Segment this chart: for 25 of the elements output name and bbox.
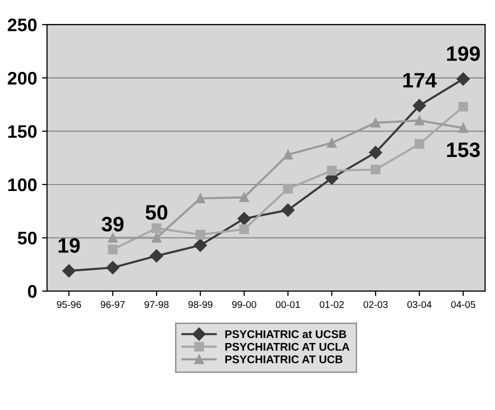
data-label: 50 xyxy=(146,205,168,220)
x-tick-label: 03-04 xyxy=(407,301,432,308)
x-tick-label: 01-02 xyxy=(320,301,344,308)
x-tick-label: 98-99 xyxy=(188,301,212,308)
y-tick-label: 50 xyxy=(18,232,37,245)
y-tick-label: 100 xyxy=(8,178,37,192)
y-tick-label: 200 xyxy=(8,72,37,85)
x-tick-label: 04-05 xyxy=(451,301,476,308)
x-tick-label: 95-96 xyxy=(56,301,81,308)
x-tick-label: 97-98 xyxy=(144,301,169,308)
x-tick-label: 99-00 xyxy=(232,301,256,308)
legend-label: PSYCHIATRIC at UCSB xyxy=(225,330,346,338)
x-tick-label: 96-97 xyxy=(100,301,125,308)
data-label: 153 xyxy=(447,142,480,158)
data-label: 19 xyxy=(58,238,80,253)
data-label: 199 xyxy=(447,46,480,61)
x-tick-label: 02-03 xyxy=(364,301,388,308)
y-tick-label: 0 xyxy=(28,285,37,298)
data-label: 174 xyxy=(403,73,437,88)
y-tick-label: 150 xyxy=(8,125,37,138)
legend-label: PSYCHIATRIC AT UCB xyxy=(225,355,342,364)
x-tick-label: 00-01 xyxy=(276,301,300,308)
data-label: 39 xyxy=(102,216,124,232)
legend-label: PSYCHIATRIC AT UCLA xyxy=(225,342,350,351)
y-tick-label: 250 xyxy=(8,18,37,32)
